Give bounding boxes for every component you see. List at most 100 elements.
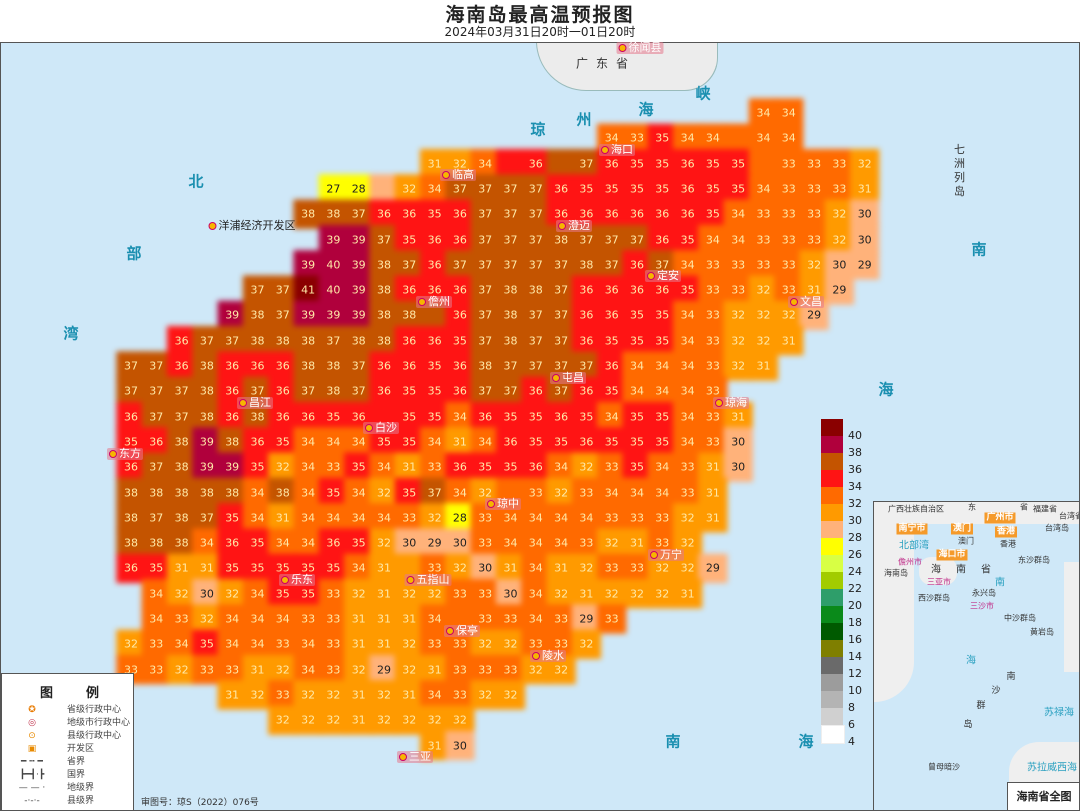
temperature-value: 31: [781, 334, 796, 348]
colorbar-tick-label: 32: [848, 497, 862, 510]
temperature-value: 35: [604, 435, 619, 449]
temperature-value: 32: [630, 587, 644, 601]
qizhou-islands-label: 七洲列岛: [954, 143, 965, 198]
temperature-value: 37: [275, 308, 290, 322]
temperature-value: 32: [275, 460, 290, 474]
temperature-value: 36: [680, 207, 695, 221]
temperature-value: 38: [377, 283, 391, 297]
city-label-chengmai: 澄迈: [556, 219, 592, 232]
temperature-value: 36: [452, 308, 467, 322]
temperature-value: 35: [402, 486, 417, 499]
temperature-value: 30: [857, 207, 872, 221]
heat-cell: [723, 199, 753, 229]
heat-cell: [369, 275, 399, 305]
temperature-value: 35: [199, 637, 214, 651]
temperature-value: 35: [630, 334, 644, 348]
colorbar-tick-label: 20: [848, 599, 862, 612]
temperature-value: 36: [604, 283, 619, 297]
temperature-value: 34: [604, 486, 619, 499]
temperature-value: 38: [478, 359, 493, 373]
temperature-value: 37: [528, 334, 543, 348]
dot-circle-icon: ⊙: [28, 731, 36, 741]
temperature-value: 31: [705, 460, 720, 474]
temperature-value: 34: [680, 384, 695, 398]
temperature-value: 28: [351, 182, 366, 196]
heat-cell: [597, 199, 627, 229]
temperature-value: 39: [326, 233, 341, 246]
temperature-value: 32: [503, 637, 518, 651]
temperature-value: 32: [301, 713, 316, 727]
heat-cell: [445, 351, 475, 381]
temperature-value: 37: [528, 233, 543, 246]
city-name: 临高: [452, 168, 474, 182]
temperature-value: 34: [326, 511, 341, 525]
heat-cell: [799, 224, 829, 255]
temperature-value: 38: [579, 258, 594, 272]
heat-cell: [824, 275, 855, 305]
temperature-value: 30: [452, 739, 467, 752]
inset-celebes-sea: 苏拉威西海: [1027, 762, 1077, 774]
temperature-value: 36: [402, 207, 417, 221]
heat-cell: [774, 123, 804, 153]
temperature-value: 37: [452, 258, 467, 272]
colorbar-tick-label: 4: [848, 735, 855, 748]
temperature-value: 35: [680, 233, 695, 246]
heat-cell: [647, 123, 677, 153]
temperature-value: 34: [452, 486, 467, 499]
inset-hongkong-small: 香港: [1000, 539, 1016, 549]
temperature-value: 32: [554, 663, 569, 677]
temperature-value: 32: [554, 587, 569, 601]
temperature-value: 35: [655, 334, 670, 348]
temperature-value: 36: [655, 207, 670, 221]
map-title: 海南岛最高温预报图: [445, 4, 635, 26]
temperature-value: 36: [452, 384, 467, 398]
heat-cell: [141, 351, 171, 381]
temperature-value: 36: [452, 207, 467, 221]
temperature-value: 36: [452, 460, 467, 474]
inset-nansha-1: 南: [1006, 672, 1016, 682]
temperature-value: 38: [124, 536, 138, 550]
heat-cell: [242, 300, 273, 331]
temperature-value: 32: [731, 359, 746, 373]
temperature-value: 33: [756, 233, 771, 246]
heat-cell: [622, 199, 652, 229]
temperature-value: 36: [579, 334, 594, 348]
colorbar-tick-label: 10: [848, 684, 862, 697]
heat-cell: [521, 376, 551, 406]
temperature-value: 37: [579, 157, 594, 171]
heat-cell: [698, 300, 728, 331]
temperature-value: 35: [630, 157, 644, 171]
temperature-value: 33: [225, 663, 240, 677]
colorbar-band: [821, 657, 843, 674]
temperature-value: 35: [579, 410, 594, 424]
city-name: 保亭: [456, 623, 478, 637]
heat-cell: [850, 224, 880, 255]
temperature-value: 33: [149, 637, 164, 651]
temperature-value: 34: [781, 131, 796, 145]
temperature-value: 33: [781, 283, 796, 297]
temperature-value: 34: [377, 460, 391, 474]
temperature-value: 35: [503, 460, 518, 474]
county-center-icon: [601, 145, 609, 154]
heat-cell: [495, 401, 526, 432]
temperature-value: 35: [275, 435, 290, 449]
city-label-ledong: 乐东: [279, 574, 315, 587]
temperature-value: 34: [630, 486, 644, 499]
heat-cell: [344, 300, 374, 331]
temperature-value: 38: [124, 486, 138, 499]
heat-cell: [597, 224, 627, 255]
temperature-value: 35: [275, 561, 290, 575]
legend-title-2: 例: [86, 686, 100, 701]
heat-cell: [723, 300, 753, 331]
heat-cell: [470, 326, 500, 356]
temperature-value: 37: [554, 283, 569, 297]
heat-cell: [419, 224, 450, 255]
temperature-value: 34: [528, 536, 543, 550]
temperature-value: 32: [731, 334, 746, 348]
temperature-value: 33: [149, 663, 164, 677]
strait-label-2: 州: [576, 110, 592, 129]
heat-cell: [698, 174, 728, 204]
city-label-qiongzhong: 琼中: [485, 498, 521, 511]
heat-cell: [597, 326, 627, 356]
temperature-value: 37: [554, 308, 569, 322]
